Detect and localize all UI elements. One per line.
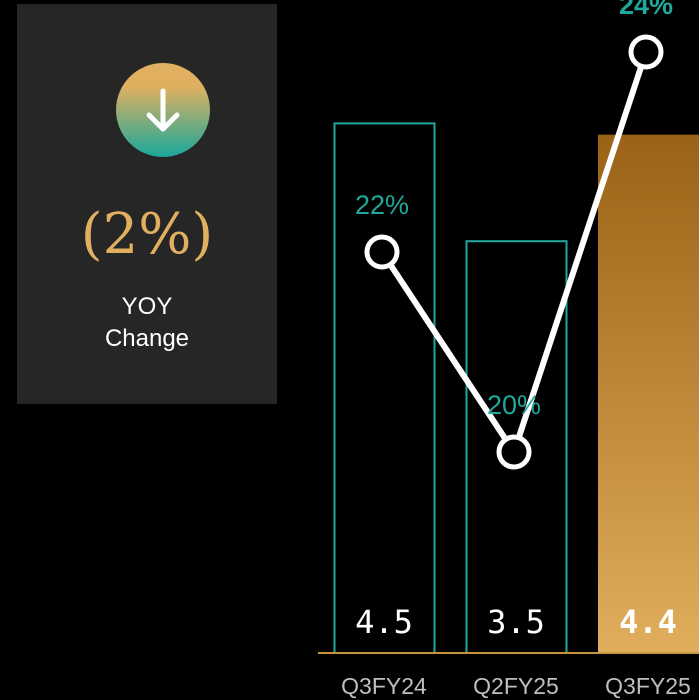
yoy-label: YOY (121, 293, 173, 320)
bar-value-label: 3.5 (487, 603, 545, 641)
bar-value-label: 4.4 (619, 603, 677, 641)
bar-Q3FY25 (598, 134, 699, 653)
line-point (628, 34, 664, 70)
arrow-down-icon (116, 63, 210, 157)
line-value-label: 22% (355, 190, 409, 220)
change-label: Change (104, 325, 190, 352)
down-arrow-badge (116, 63, 210, 157)
line-value-label: 24% (619, 0, 673, 20)
x-tick-label: Q3FY25 (605, 673, 691, 699)
line-point (364, 234, 400, 270)
x-tick-label: Q2FY25 (473, 673, 559, 699)
x-tick-label: Q3FY24 (341, 673, 427, 699)
bar-value-label: 4.5 (355, 603, 413, 641)
line-value-label: 20% (487, 390, 541, 420)
kpi-card: (2%) YOY Change (17, 4, 277, 404)
yoy-change-value: (2%) (80, 202, 214, 267)
line-point (496, 434, 532, 470)
